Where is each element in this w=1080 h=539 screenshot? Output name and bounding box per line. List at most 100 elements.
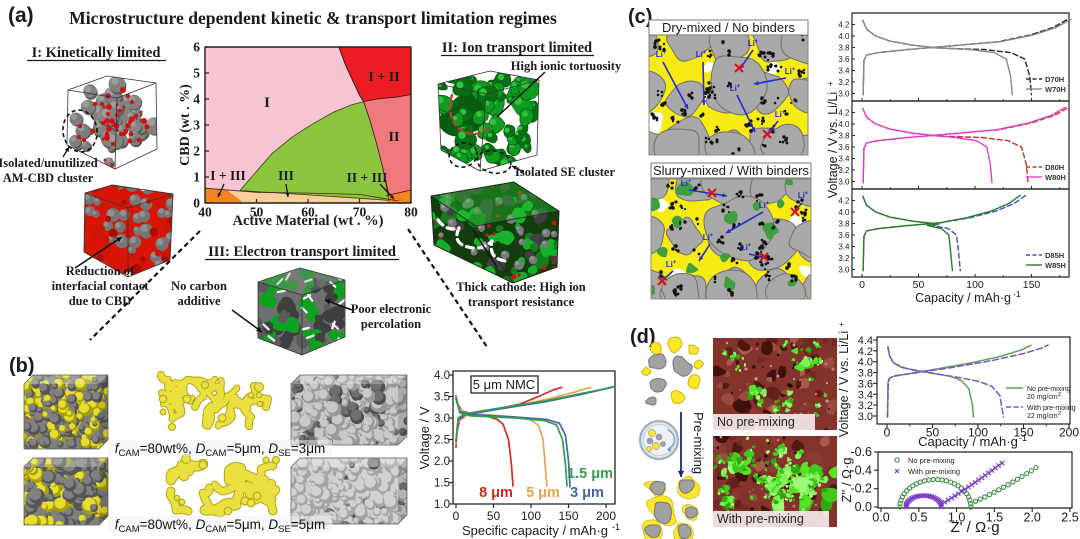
svg-text:4.0: 4.0	[838, 120, 850, 129]
svg-text:200: 200	[1059, 426, 1079, 440]
svg-text:-0.2: -0.2	[850, 482, 872, 496]
svg-text:Voltage / V vs. Li/Li: Voltage / V vs. Li/Li	[837, 331, 851, 437]
svg-text:3.4: 3.4	[838, 67, 850, 76]
svg-text:4.0: 4.0	[434, 370, 450, 382]
svg-text:Li+: Li+	[748, 39, 759, 48]
svg-text:due to CBD: due to CBD	[69, 294, 132, 308]
svg-text:1.5: 1.5	[986, 511, 1003, 525]
svg-text:II + III: II + III	[347, 170, 388, 185]
svg-text:70: 70	[353, 205, 367, 220]
svg-text:D80H: D80H	[1045, 163, 1064, 172]
svg-text:1: 1	[193, 170, 200, 185]
svg-text:D85H: D85H	[1045, 251, 1064, 260]
svg-text:4.4: 4.4	[858, 335, 873, 347]
svg-text:Isolated/unutilized: Isolated/unutilized	[0, 156, 98, 170]
svg-text:3.6: 3.6	[838, 143, 850, 152]
svg-text:2.0: 2.0	[1024, 511, 1041, 525]
svg-text:200: 200	[596, 509, 616, 523]
svg-text:5 μm: 5 μm	[526, 485, 560, 501]
svg-text:4.2: 4.2	[838, 21, 850, 30]
svg-text:3.6: 3.6	[858, 378, 873, 390]
svg-text:+: +	[836, 322, 846, 327]
svg-text:Reduction of: Reduction of	[66, 264, 135, 278]
svg-text:With pre-mixing: With pre-mixing	[1027, 405, 1076, 412]
svg-text:Li+: Li+	[785, 67, 796, 76]
svg-text:3.4: 3.4	[838, 243, 850, 252]
svg-text:AM-CBD cluster: AM-CBD cluster	[3, 171, 94, 185]
svg-text:3.2: 3.2	[838, 166, 850, 175]
svg-text:0: 0	[453, 509, 460, 523]
svg-text:8 μm: 8 μm	[479, 485, 513, 501]
svg-text:3.2: 3.2	[838, 78, 850, 87]
svg-text:4: 4	[193, 92, 200, 107]
svg-text:Li+: Li+	[759, 201, 770, 210]
svg-text:3.0: 3.0	[434, 413, 450, 425]
svg-text:100: 100	[968, 426, 988, 440]
svg-text:Microstructure dependent kinet: Microstructure dependent kinetic & trans…	[69, 8, 557, 28]
svg-text:3.2: 3.2	[858, 400, 873, 412]
svg-text:Li+: Li+	[681, 179, 692, 188]
svg-text:(c): (c)	[628, 6, 652, 28]
svg-text:150: 150	[1023, 279, 1041, 291]
svg-text:CBD (wt . %): CBD (wt . %)	[178, 84, 193, 166]
svg-text:Dry-mixed / No binders: Dry-mixed / No binders	[662, 20, 795, 35]
svg-text:No pre-mixing: No pre-mixing	[717, 415, 795, 429]
svg-text:3.6: 3.6	[838, 231, 850, 240]
svg-text:Poor electronic: Poor electronic	[351, 302, 432, 316]
svg-text:Li+: Li+	[703, 233, 714, 242]
svg-text:6: 6	[193, 40, 200, 55]
svg-text:3.8: 3.8	[838, 44, 850, 53]
svg-text:3.8: 3.8	[858, 368, 873, 380]
svg-text:(b): (b)	[9, 355, 35, 377]
svg-text:4.0: 4.0	[858, 357, 873, 369]
svg-text:1.0: 1.0	[948, 511, 965, 525]
svg-text:3.8: 3.8	[838, 132, 850, 141]
svg-text:50: 50	[926, 426, 940, 440]
svg-text:100: 100	[966, 279, 984, 291]
svg-text:3.0: 3.0	[838, 266, 850, 275]
svg-text:0: 0	[859, 279, 865, 291]
svg-text:Li+: Li+	[741, 243, 752, 252]
svg-text:2.0: 2.0	[434, 456, 450, 468]
svg-text:3.6: 3.6	[838, 55, 850, 64]
svg-text:Li+: Li+	[775, 110, 786, 119]
svg-text:3.0: 3.0	[838, 90, 850, 99]
svg-text:Pre-mixing: Pre-mixing	[691, 412, 706, 474]
svg-text:0.0: 0.0	[855, 500, 872, 514]
svg-text:3.8: 3.8	[838, 220, 850, 229]
svg-text:I: Kinetically limited: I: Kinetically limited	[32, 45, 161, 61]
svg-text:Li+: Li+	[696, 50, 707, 59]
svg-text:20 mg/cm: 20 mg/cm	[1027, 394, 1058, 401]
svg-text:4.2: 4.2	[838, 197, 850, 206]
svg-text:I: I	[264, 95, 270, 111]
svg-text:5 μm NMC: 5 μm NMC	[473, 377, 535, 392]
svg-text:Active Material (wt . %): Active Material (wt . %)	[233, 213, 384, 229]
svg-text:60: 60	[301, 205, 315, 220]
svg-text:Slurry-mixed / With binders: Slurry-mixed / With binders	[653, 163, 810, 178]
svg-text:50: 50	[250, 205, 264, 220]
svg-text:4.0: 4.0	[838, 32, 850, 41]
svg-text:+: +	[825, 81, 835, 86]
svg-text:I + III: I + III	[210, 168, 245, 183]
svg-text:fCAM=80wt%, DCAM=5μm, DSE=3μm: fCAM=80wt%, DCAM=5μm, DSE=3μm	[115, 441, 325, 459]
svg-text:Voltage / V: Voltage / V	[417, 406, 432, 469]
svg-text:fCAM=80wt%, DCAM=5μm, DSE=5μm: fCAM=80wt%, DCAM=5μm, DSE=5μm	[115, 517, 325, 535]
svg-text:22 mg/cm: 22 mg/cm	[1027, 413, 1058, 420]
svg-text:2.5: 2.5	[434, 435, 450, 447]
svg-text:W80H: W80H	[1045, 173, 1066, 182]
svg-text:3 μm: 3 μm	[570, 485, 604, 501]
svg-text:-0.6: -0.6	[850, 445, 872, 459]
svg-text:W70H: W70H	[1045, 85, 1066, 94]
svg-text:-1: -1	[1019, 433, 1027, 443]
svg-text:0.5: 0.5	[910, 511, 927, 525]
svg-text:1.0: 1.0	[434, 499, 450, 511]
svg-text:D70H: D70H	[1045, 75, 1064, 84]
svg-text:-0.4: -0.4	[850, 463, 872, 477]
svg-text:percolation: percolation	[361, 317, 421, 331]
svg-text:4.2: 4.2	[838, 109, 850, 118]
svg-text:40: 40	[198, 205, 212, 220]
svg-text:5: 5	[193, 66, 200, 81]
svg-text:2: 2	[1058, 411, 1061, 417]
svg-text:III: III	[278, 168, 294, 183]
svg-text:50: 50	[487, 509, 501, 523]
